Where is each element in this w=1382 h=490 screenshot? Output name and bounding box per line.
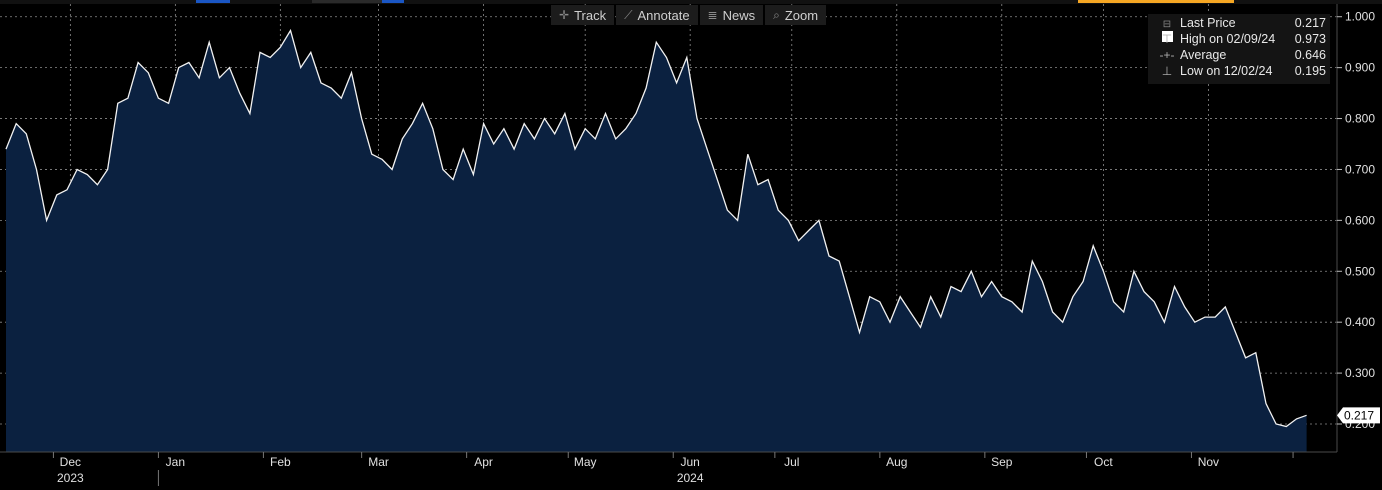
y-axis-ticks: 0.2000.3000.4000.5000.6000.7000.8000.900… [1337, 10, 1375, 431]
chart-toolbar: ✛ Track ⟋ Annotate ≣ News ⌕ Zoom [551, 5, 827, 25]
magnifier-icon: ⌕ [773, 7, 780, 22]
crosshair-icon: ✛ [559, 8, 570, 22]
legend-value: 0.195 [1294, 64, 1326, 78]
pencil-icon: ⟋ [624, 7, 633, 22]
x-tick-label: Aug [886, 455, 907, 469]
track-button[interactable]: ✛ Track [551, 5, 615, 25]
last-price-series-line [5, 28, 1307, 428]
legend-label: Average [1180, 48, 1227, 62]
x-tick-label: Nov [1198, 455, 1219, 469]
x-tick-label: Jan [166, 455, 185, 469]
legend-row-last-price[interactable]: ⊟ Last Price 0.217 [1148, 16, 1330, 42]
news-button[interactable]: ≣ News [699, 5, 764, 25]
x-axis-ticks: Dec Jan Feb Mar Apr May Jun Jul Aug Sep Oct Nov 2023… [52, 452, 1294, 486]
x-tick-label: Mar [368, 455, 389, 469]
legend-row-high[interactable]: ⊤ High on 02/09/24 0.973 [1148, 32, 1330, 48]
y-tick-label: 0.700 [1345, 162, 1375, 176]
y-tick-label: 0.900 [1345, 61, 1375, 75]
x-tick-label: Dec [60, 455, 81, 469]
news-label: News [722, 7, 756, 23]
top-tab-1[interactable] [196, 0, 230, 3]
high-marker-icon: ⊤ [1161, 32, 1173, 46]
y-tick-label: 0.600 [1345, 213, 1375, 227]
top-tab-2[interactable] [312, 0, 382, 3]
track-label: Track [574, 7, 607, 23]
news-icon: ≣ [707, 8, 718, 22]
legend-label: Last Price [1180, 16, 1236, 30]
last-value-tag-shape [1337, 407, 1380, 424]
top-bar [0, 0, 1382, 4]
white-square-icon: ⊟ [1156, 16, 1178, 44]
x-tick-label: Oct [1094, 455, 1113, 469]
x-tick-label: Feb [270, 455, 291, 469]
x-tick-label: Jul [784, 455, 799, 469]
x-tick-label: Apr [474, 455, 493, 469]
zoom-label: Zoom [784, 7, 819, 23]
price-area-fill [6, 30, 1307, 452]
x-year-label: 2023 [57, 471, 84, 485]
y-tick-label: 0.500 [1345, 264, 1375, 278]
legend-row-low[interactable]: ⊥ Low on 12/02/24 0.195 [1148, 64, 1330, 80]
legend-row-average[interactable]: -+- Average 0.646 [1148, 48, 1330, 64]
top-tab-3[interactable] [382, 0, 404, 3]
x-tick-label: Sep [991, 455, 1013, 469]
y-tick-label: 0.400 [1345, 315, 1375, 329]
y-tick-label: 1.000 [1345, 10, 1375, 24]
low-marker-icon: ⊥ [1161, 64, 1173, 78]
y-tick-label: 0.300 [1345, 366, 1375, 380]
legend-value: 0.646 [1294, 48, 1326, 62]
legend-label: High on 02/09/24 [1180, 32, 1276, 46]
last-value-label: 0.217 [1344, 408, 1374, 422]
annotate-button[interactable]: ⟋ Annotate [616, 5, 698, 25]
x-year-label: 2024 [677, 471, 704, 485]
x-tick-label: Jun [680, 455, 699, 469]
legend-value: 0.217 [1294, 16, 1326, 30]
last-value-tag: 0.217 [1337, 407, 1380, 424]
chart-legend[interactable]: ⊟ Last Price 0.217 ⊤ High on 02/09/24 0.… [1148, 14, 1330, 84]
average-line-icon: -+- [1159, 48, 1175, 62]
y-tick-label: 0.800 [1345, 112, 1375, 126]
top-tab-4[interactable] [1078, 0, 1234, 3]
legend-label: Low on 12/02/24 [1180, 64, 1273, 78]
x-tick-label: May [574, 455, 597, 469]
annotate-label: Annotate [637, 7, 690, 23]
zoom-button[interactable]: ⌕ Zoom [765, 5, 827, 25]
legend-value: 0.973 [1294, 32, 1326, 46]
